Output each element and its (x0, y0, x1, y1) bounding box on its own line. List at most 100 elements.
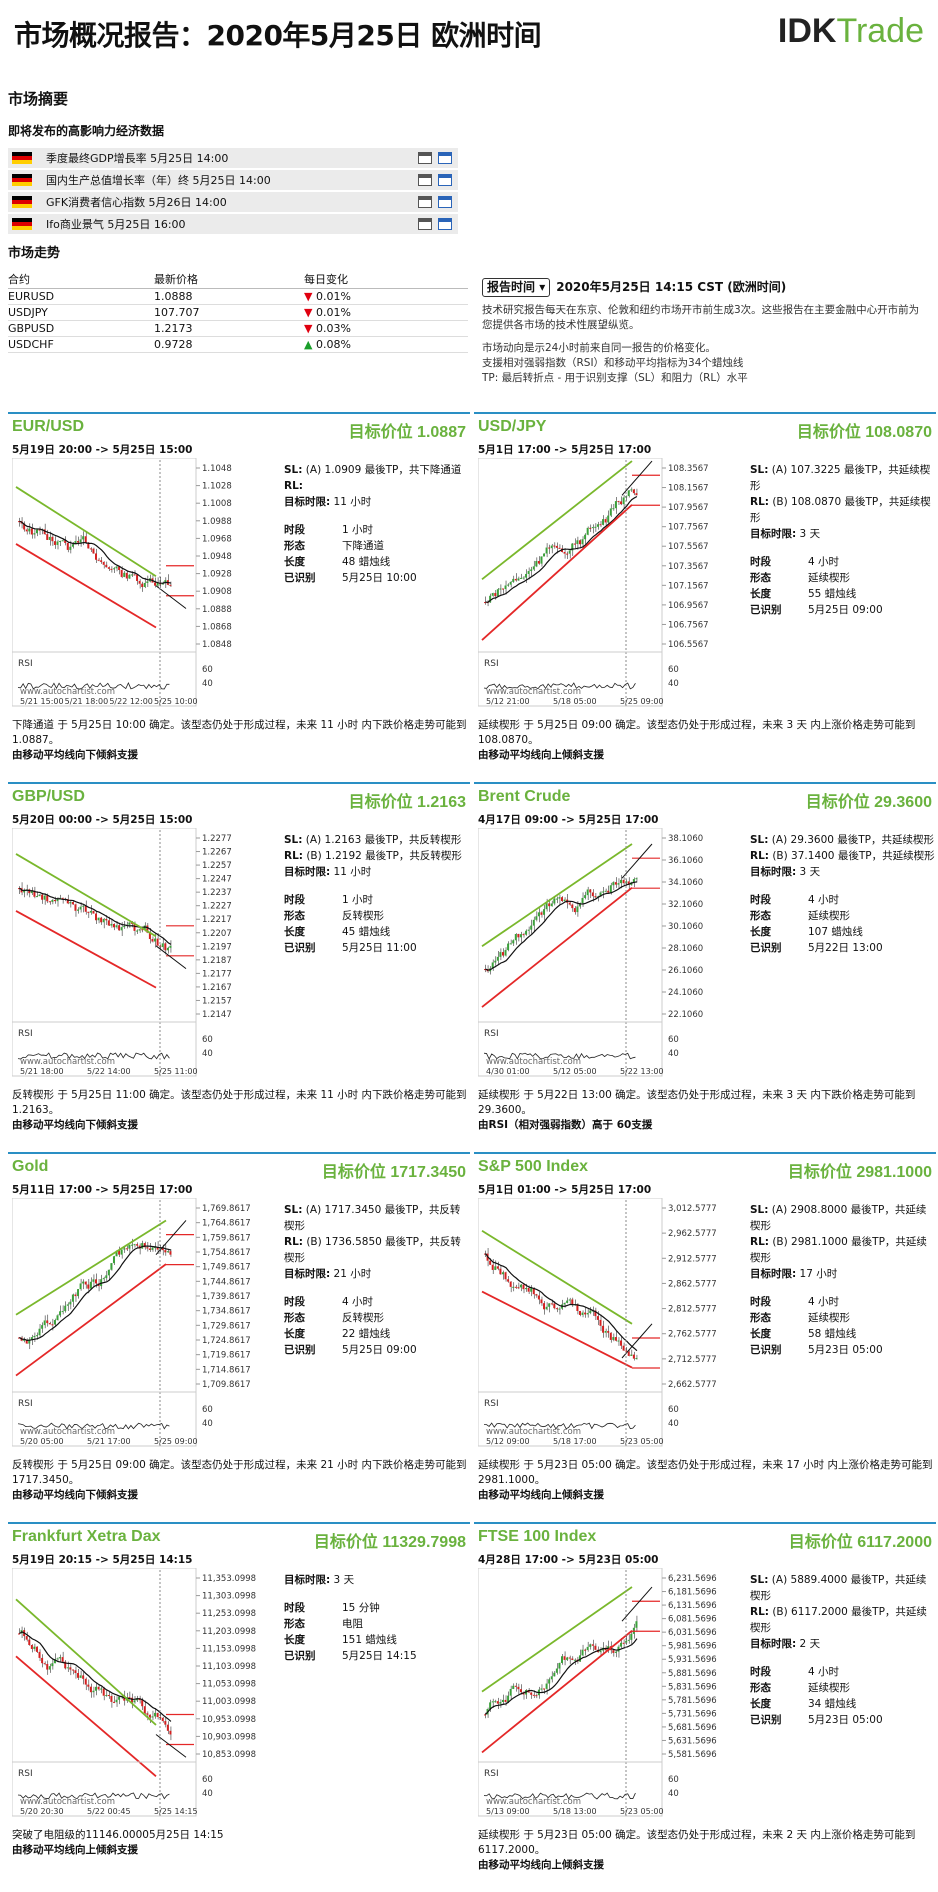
instrument-name[interactable]: FTSE 100 Index (478, 1528, 597, 1545)
summary-title: 市场摘要 (8, 90, 69, 108)
candle (527, 1287, 530, 1292)
candle (41, 894, 44, 900)
y-tick-label: 2,862.5777 (668, 1279, 717, 1289)
candle (71, 1669, 74, 1671)
instrument-name[interactable]: S&P 500 Index (478, 1158, 588, 1175)
y-tick-label: 2,712.5777 (668, 1355, 717, 1365)
x-tick-label: 5/18 13:00 (553, 1807, 597, 1816)
candle (30, 890, 33, 894)
candle (148, 932, 151, 940)
candle (517, 934, 520, 938)
candle (635, 493, 638, 496)
price-chart[interactable]: 1.2277 1.2267 1.2257 1.2247 1.2237 1.2227 1.22… (12, 828, 280, 1083)
candle (33, 1646, 36, 1649)
candle (568, 1657, 571, 1659)
candle (18, 1633, 20, 1635)
candle (48, 901, 51, 903)
candle (586, 1646, 589, 1651)
candle (630, 1354, 633, 1356)
moving-average-line (485, 1638, 638, 1715)
candle (105, 1275, 108, 1279)
calendar-icon[interactable] (418, 174, 432, 186)
add-calendar-icon[interactable] (438, 174, 452, 186)
candle (609, 1332, 612, 1340)
calendar-icon[interactable] (418, 152, 432, 164)
candle (92, 1279, 95, 1282)
candle (504, 585, 507, 590)
x-tick-label: 5/22 00:45 (87, 1807, 131, 1816)
price-chart[interactable]: 1,769.8617 1,764.8617 1,759.8617 1,754.8617… (12, 1198, 280, 1453)
y-tick-label: 1.2237 (202, 888, 232, 898)
price-chart[interactable]: 38.1060 36.1060 34.1060 32.1060 30.1060 28.10… (478, 828, 746, 1083)
y-tick-label: 1.2227 (202, 902, 232, 912)
rsi-label: RSI (484, 1029, 499, 1039)
candle (512, 940, 515, 944)
candle (30, 1337, 33, 1340)
y-tick-label: 106.5567 (668, 640, 709, 650)
candle (522, 1284, 525, 1290)
add-calendar-icon[interactable] (438, 218, 452, 230)
candle (484, 1253, 486, 1255)
y-tick-label: 107.3567 (668, 562, 709, 572)
price-chart[interactable]: 1.1048 1.1028 1.1008 1.0988 1.0968 1.0948 1.09… (12, 458, 280, 713)
y-tick-label: 1.1008 (202, 499, 232, 509)
x-tick-label: 5/25 14:15 (154, 1807, 198, 1816)
instrument-name[interactable]: Brent Crude (478, 788, 571, 805)
watermark: www.autochartist.com (486, 1797, 581, 1807)
candle (517, 1686, 520, 1690)
price-chart[interactable]: 11,353.0998 11,303.0998 11,253.0998 11,203.… (12, 1568, 280, 1823)
instrument-name[interactable]: Frankfurt Xetra Dax (12, 1528, 161, 1545)
candle (53, 1659, 56, 1664)
y-tick-label: 108.3567 (668, 464, 709, 474)
candle (543, 909, 546, 915)
candle (561, 1656, 563, 1663)
calendar-icon[interactable] (418, 218, 432, 230)
candle (571, 543, 574, 551)
rsi-tick-label: 60 (202, 1035, 213, 1045)
report-header: 市场概况报告：2020年5月25日 欧洲时间 IDKTrade (0, 0, 938, 70)
candle (28, 889, 31, 894)
instrument-name[interactable]: Gold (12, 1158, 49, 1175)
rsi-label: RSI (484, 1769, 499, 1779)
price-chart[interactable]: 6,231.5696 6,181.5696 6,131.5696 6,081.5696… (478, 1568, 746, 1823)
instrument-name[interactable]: GBP/USD (12, 788, 85, 805)
instrument-name[interactable]: EUR/USD (12, 418, 85, 435)
candle (489, 1702, 492, 1710)
add-calendar-icon[interactable] (438, 196, 452, 208)
support-trendline (15, 1263, 167, 1377)
candle (586, 527, 589, 535)
y-tick-label: 1.2167 (202, 983, 232, 993)
add-calendar-icon[interactable] (438, 152, 452, 164)
y-tick-label: 11,053.0998 (202, 1680, 256, 1690)
y-tick-label: 107.9567 (668, 503, 709, 513)
calendar-icon[interactable] (418, 196, 432, 208)
candle (620, 879, 623, 884)
price-chart[interactable]: 3,012.5777 2,962.5777 2,912.5777 2,862.5777… (478, 1198, 746, 1453)
candle (51, 536, 54, 542)
y-tick-label: 5,581.5696 (668, 1750, 717, 1760)
instrument-name[interactable]: USD/JPY (478, 418, 547, 435)
candle (77, 1673, 80, 1678)
chart-frame (478, 458, 663, 707)
candle (95, 1686, 97, 1691)
candle (586, 1313, 589, 1315)
candle (87, 911, 90, 913)
event-row: Ifo商业景气 5月25日 16:00 (8, 214, 458, 234)
rsi-line (17, 682, 170, 690)
table-header: 合约 最新价格 每日变化 (8, 270, 468, 289)
candle (169, 945, 172, 948)
candle (532, 919, 535, 926)
y-tick-label: 1.2187 (202, 956, 232, 966)
candle (164, 943, 167, 951)
price-chart[interactable]: 108.3567 108.1567 107.9567 107.7567 107.5567… (478, 458, 746, 713)
candle (550, 545, 553, 549)
candle (614, 501, 617, 509)
report-time-dropdown[interactable]: 报告时间 ▾ (482, 278, 551, 297)
candle (509, 581, 512, 585)
candle (38, 529, 41, 531)
candle (589, 527, 592, 529)
resistance-trendline (481, 1586, 633, 1693)
moving-average-line (19, 520, 172, 584)
candle (25, 529, 28, 532)
candle (484, 969, 486, 971)
